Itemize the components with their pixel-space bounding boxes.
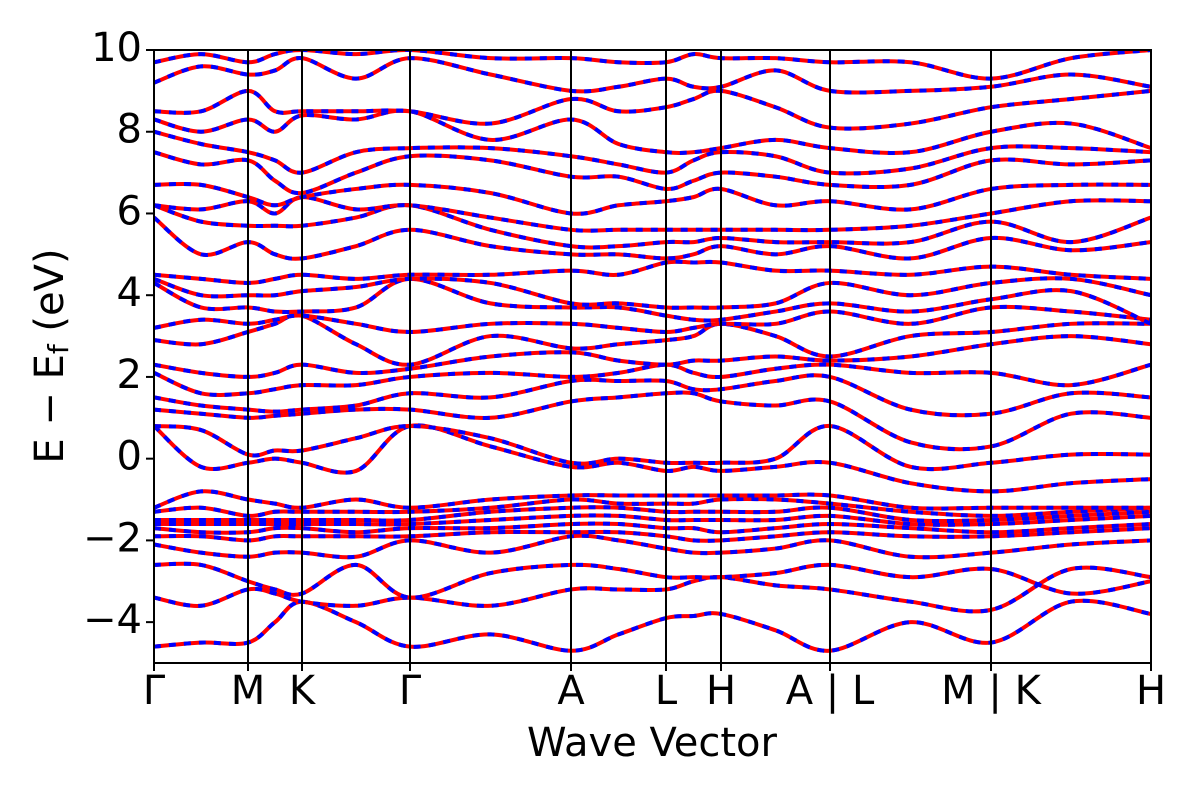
band-line-dashed (154, 215, 1151, 261)
band-line (154, 276, 1151, 326)
band-line-dashed (154, 304, 1151, 334)
band-line-dashed (154, 50, 1151, 81)
band-line-dashed (154, 334, 1151, 379)
y-axis-label: E − Ef (eV) (27, 248, 75, 463)
bands (154, 50, 1151, 653)
y-tick-label: 6 (117, 188, 142, 234)
x-tick-label: Γ (143, 668, 166, 714)
band-line (154, 50, 1151, 81)
x-tick-label: H (1136, 668, 1166, 714)
band-line-dashed (154, 312, 1151, 367)
band-line-dashed (154, 259, 1151, 285)
x-tick-label: M | K (941, 668, 1042, 714)
band-line-dashed (154, 56, 1151, 95)
band-line-dashed (154, 108, 1151, 155)
band-line-dashed (154, 276, 1151, 310)
y-tick-label: 8 (117, 107, 142, 153)
band-line-dashed (154, 373, 1151, 418)
y-label-sub: f (42, 343, 75, 354)
band-line (154, 390, 1151, 452)
y-tick-label: 2 (117, 352, 142, 398)
band-line-dashed (154, 533, 1151, 560)
band-line-dashed (154, 88, 1151, 131)
band-line (154, 561, 1151, 600)
band-line (154, 312, 1151, 367)
band-line (154, 195, 1151, 233)
band-line-dashed (154, 521, 1151, 535)
y-tick-label: 10 (91, 25, 142, 71)
band-line-dashed (154, 203, 1151, 250)
band-line-dashed (154, 423, 1151, 494)
band-line-dashed (154, 497, 1151, 518)
x-tick-label: K (289, 668, 317, 714)
plot-frame (153, 49, 1152, 664)
x-axis-label: Wave Vector (527, 720, 778, 766)
y-tick-label: −2 (83, 515, 142, 561)
band-line (154, 565, 1151, 614)
band-line (154, 150, 1151, 196)
band-line (154, 423, 1151, 494)
y-tick-label: −4 (83, 597, 142, 643)
band-line-dashed (154, 505, 1151, 524)
y-tick-label: 0 (117, 434, 142, 480)
band-line-dashed (154, 598, 1151, 653)
x-tick-label: H (706, 668, 736, 714)
x-tick-label: A | L (786, 668, 875, 714)
band-line-dashed (154, 129, 1151, 176)
x-tick-label: L (655, 668, 678, 714)
y-tick-label: 4 (117, 270, 142, 316)
band-line-dashed (154, 513, 1151, 527)
y-label-main: E − E (27, 354, 73, 464)
x-tick-label: M (231, 668, 266, 714)
y-label-unit: (eV) (27, 248, 73, 344)
band-line-dashed (154, 181, 1151, 216)
x-tick-label: A (557, 668, 585, 714)
band-line-dashed (154, 362, 1151, 397)
band-line-dashed (154, 423, 1151, 472)
x-tick-label: Γ (399, 668, 422, 714)
band-line-dashed (154, 526, 1151, 543)
band-line-dashed (154, 561, 1151, 600)
band-line-dashed (154, 489, 1151, 511)
band-line (154, 88, 1151, 131)
band-line-dashed (154, 390, 1151, 452)
